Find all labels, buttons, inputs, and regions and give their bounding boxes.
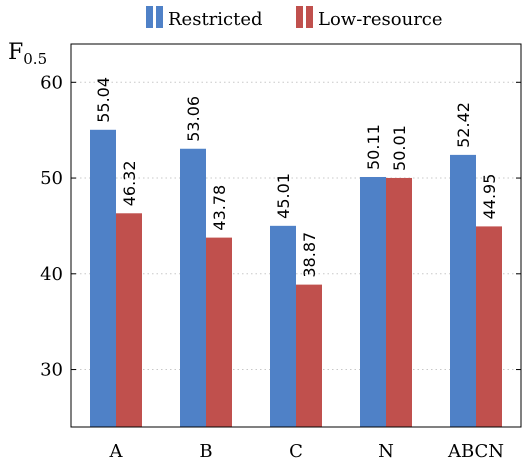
y-axis-label-subscript: 0.5: [23, 50, 47, 68]
y-tick-label: 30: [40, 360, 63, 381]
y-axis-label: F0.5: [8, 40, 47, 68]
legend-label-restricted: Restricted: [168, 9, 263, 30]
data-label: 38.87: [300, 232, 319, 278]
bar-low-resource: [116, 213, 142, 427]
data-label: 52.42: [454, 102, 473, 148]
y-axis-label-main: F: [8, 40, 23, 65]
bar-restricted: [270, 225, 296, 427]
x-tick-label: B: [199, 441, 212, 462]
bar-restricted: [450, 154, 476, 428]
data-label: 50.11: [364, 124, 383, 170]
bar-restricted: [90, 129, 116, 428]
x-tick-label: C: [289, 441, 303, 462]
bar-low-resource: [476, 226, 502, 427]
data-label: 50.01: [390, 125, 409, 171]
legend-swatch-restricted: [146, 6, 153, 28]
bar-low-resource: [206, 237, 232, 427]
y-tick-label: 60: [40, 72, 63, 93]
legend-swatch-low-resource: [306, 6, 313, 28]
data-label: 44.95: [480, 174, 499, 220]
bar-low-resource: [296, 284, 322, 427]
x-tick-label: A: [109, 441, 124, 462]
legend-swatch-restricted: [156, 6, 163, 28]
data-label: 46.32: [120, 160, 139, 206]
bar-low-resource: [386, 177, 412, 427]
bar-restricted: [360, 176, 386, 427]
x-tick-label: ABCN: [447, 441, 504, 462]
data-label: 43.78: [210, 185, 229, 231]
y-tick-label: 40: [40, 264, 63, 285]
x-tick-label: N: [378, 441, 394, 462]
y-tick-label: 50: [40, 168, 63, 189]
bar-restricted: [180, 148, 206, 428]
bars: [90, 129, 502, 428]
data-label: 53.06: [184, 96, 203, 142]
plot-frame: [70, 43, 522, 428]
legend-label-low-resource: Low-resource: [318, 9, 443, 30]
data-labels: 55.04 46.32 53.06 43.78 45.01 38.87 50.11 50.01…: [94, 77, 499, 278]
data-label: 55.04: [94, 77, 113, 123]
data-label: 45.01: [274, 173, 293, 219]
legend: Restricted Low-resource: [146, 6, 443, 30]
legend-swatch-low-resource: [296, 6, 303, 28]
